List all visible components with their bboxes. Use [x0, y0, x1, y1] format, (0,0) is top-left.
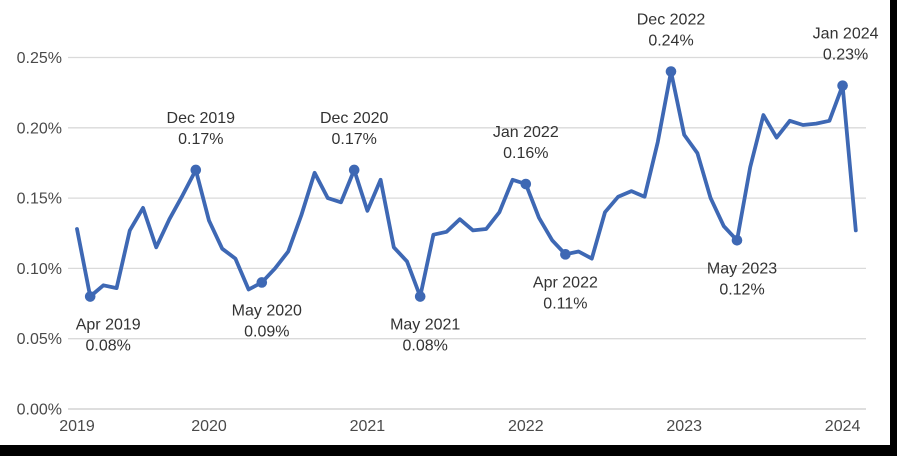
chart-line [75, 69, 858, 299]
x-axis-tick-label: 2020 [191, 418, 227, 435]
y-axis-tick-label: 0.20% [17, 120, 62, 137]
data-point-marker [414, 291, 426, 302]
annotation-label: Apr 2022 [533, 274, 598, 291]
data-point-marker [84, 291, 96, 302]
annotation-label: Jan 2024 [813, 26, 879, 43]
screenshot-right-border [890, 0, 897, 456]
x-axis-tick-label: 2019 [59, 418, 95, 435]
data-point-marker [731, 234, 743, 246]
x-axis-tick-label: 2021 [350, 418, 386, 435]
annotation-value-label: 0.08% [403, 338, 448, 355]
annotation-label: May 2023 [707, 260, 777, 277]
x-axis-tick-label: 2023 [666, 418, 702, 435]
y-axis-tick-label: 0.05% [17, 331, 62, 348]
x-axis-tick-label: 2024 [825, 418, 861, 435]
annotation-value-label: 0.23% [823, 47, 868, 64]
annotation-value-label: 0.17% [178, 131, 223, 148]
x-axis-tick-label: 2022 [508, 418, 544, 435]
annotation-value-label: 0.08% [86, 338, 131, 355]
y-axis-tick-label: 0.15% [17, 191, 62, 208]
annotation-label: Apr 2019 [76, 317, 141, 334]
annotation-label: May 2020 [232, 302, 302, 319]
data-point-marker [190, 164, 202, 176]
annotation-value-label: 0.16% [503, 145, 548, 162]
annotation-value-label: 0.17% [332, 131, 377, 148]
annotation-value-label: 0.11% [543, 295, 587, 312]
data-point-marker [520, 178, 532, 190]
data-point-marker [256, 277, 268, 288]
data-point-marker [837, 80, 848, 91]
annotation-value-label: 0.09% [244, 323, 289, 340]
data-point-marker [348, 164, 360, 176]
y-axis-tick-label: 0.10% [17, 261, 62, 278]
annotation-label: Jan 2022 [493, 124, 559, 141]
annotation-label: Dec 2020 [320, 110, 389, 127]
data-point-marker [560, 249, 571, 260]
annotation-value-label: 0.12% [719, 281, 764, 298]
y-axis-tick-label: 0.25% [17, 50, 62, 67]
annotation-label: Dec 2022 [637, 12, 706, 29]
y-axis-tick-label: 0.00% [17, 402, 62, 419]
screenshot-bottom-border [0, 445, 897, 456]
annotation-label: May 2021 [390, 317, 460, 334]
data-point-marker [665, 66, 677, 77]
annotation-label: Dec 2019 [167, 110, 236, 127]
annotation-value-label: 0.24% [648, 33, 693, 50]
